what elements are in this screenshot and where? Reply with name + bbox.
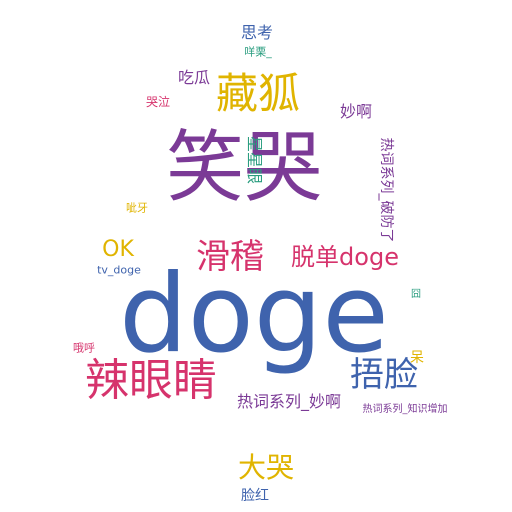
- word-layanjing: 辣眼睛: [85, 355, 217, 406]
- word-kuqi: 哭泣: [145, 95, 171, 109]
- word-ok: OK: [102, 237, 134, 262]
- word-dai: 呆: [410, 350, 424, 366]
- word-reci-zhishi: 热词系列_知识增加: [362, 404, 448, 415]
- word-tuodan-doge: 脱单doge: [291, 243, 399, 271]
- word-ohu: 哦呼: [73, 341, 95, 355]
- word-xingxingyan: 星星眼: [245, 135, 264, 185]
- word-huaji: 滑稽: [196, 237, 264, 277]
- word-miaoa: 妙啊: [339, 102, 373, 121]
- word-lianhong: 脸红: [241, 488, 269, 504]
- word-xiaoku: 笑哭: [165, 123, 323, 213]
- word-wulian: 捂脸: [350, 355, 418, 395]
- word-canghu: 藏狐: [215, 69, 301, 118]
- word-doge: doge: [119, 252, 389, 377]
- word-chigua: 吃瓜: [177, 68, 211, 87]
- word-reci-pofangle: 热词系列_破防了: [378, 137, 394, 243]
- word-mieli: 咩栗_: [244, 45, 272, 59]
- word-sikao: 思考: [240, 23, 274, 42]
- word-reci-miaoa: 热词系列_妙啊: [236, 392, 342, 411]
- word-jiong: 囧: [411, 289, 421, 300]
- word-daku: 大哭: [237, 451, 295, 484]
- word-tv-doge: tv_doge: [97, 263, 141, 277]
- word-ciya: 呲牙: [126, 201, 148, 215]
